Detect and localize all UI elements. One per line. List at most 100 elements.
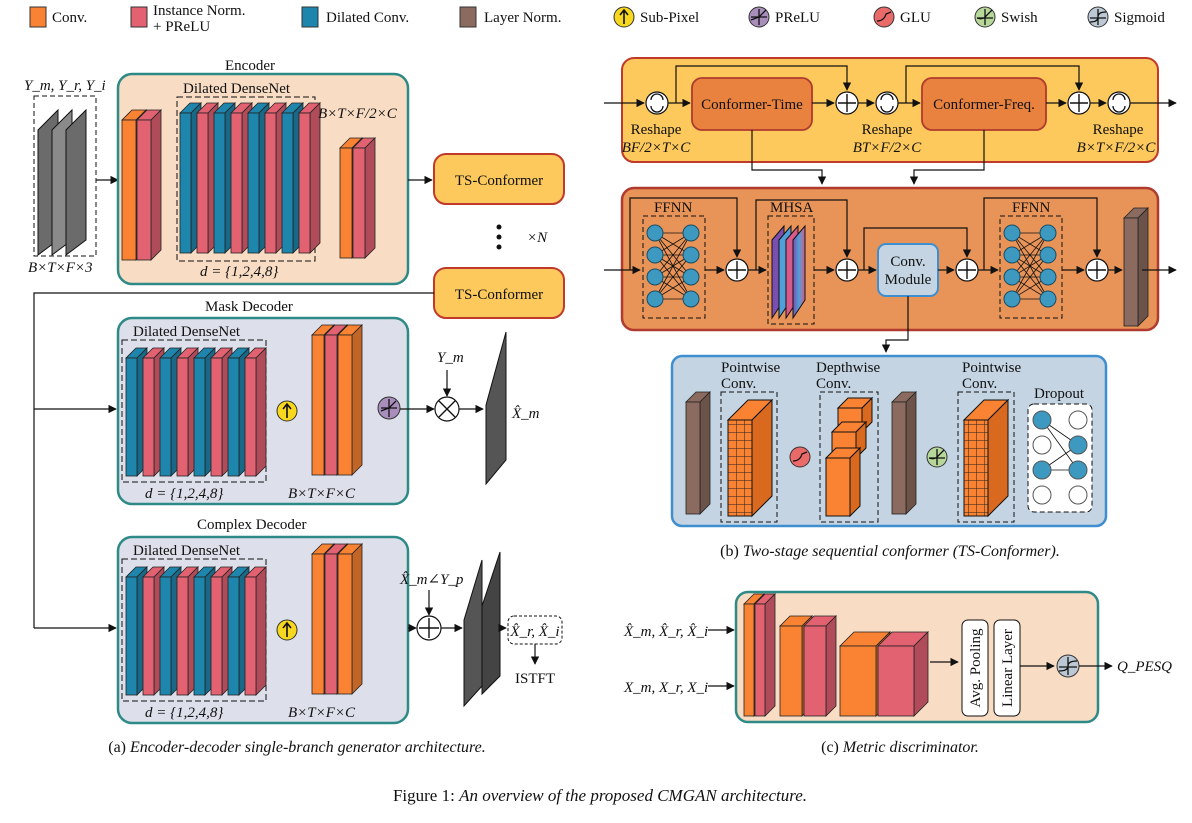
encoder-densenet-label: Dilated DenseNet: [183, 81, 291, 97]
mask-output-spectrogram: [485, 331, 507, 486]
complex-densenet-layers: [125, 566, 267, 696]
mask-dilation: d = {1,2,4,8}: [145, 486, 223, 502]
mhsa-heads: [771, 224, 806, 320]
disc-input-1: X̂_m, X̂_r, X̂_i: [623, 624, 708, 640]
complex-add-input: X̂_m∠Y_p: [399, 572, 464, 588]
swish-curve-icon: [926, 446, 948, 468]
dropout-network: [1032, 410, 1088, 505]
reshape-dims-3: B×T×F/2×C: [1077, 140, 1157, 156]
up-arrow-icon: [613, 6, 635, 28]
ffnn-box-1: [642, 215, 706, 319]
avg-pooling-label: Avg. Pooling: [968, 628, 984, 707]
complex-upsample-layers: [311, 543, 363, 695]
depthwise-box: [819, 391, 879, 523]
legend-prelu-label: PReLU: [775, 10, 820, 26]
conformer-freq-label: Conformer-Freq.: [933, 97, 1035, 113]
encoder-output-dims: B×T×F/2×C: [318, 106, 398, 122]
legend-glu-label: GLU: [900, 10, 931, 26]
encoder-title: Encoder: [225, 58, 275, 74]
legend-sigmoid-label: Sigmoid: [1114, 10, 1165, 26]
input-dims: B×T×F×3: [28, 260, 93, 276]
encoder-out-layers: [339, 137, 376, 259]
add-icon: [835, 258, 859, 282]
ffnn-label-1: FFNN: [654, 200, 693, 216]
panel-b-ts-conformer: Conformer-Time Conformer-Freq. Reshape B…: [604, 57, 1177, 560]
complex-decoder-title: Complex Decoder: [197, 517, 307, 533]
legend-instance-norm-label-1: Instance Norm.: [153, 3, 245, 19]
legend-instance-norm-label-2: + PReLU: [153, 19, 210, 35]
multiply-icon: [434, 396, 460, 422]
pointwise-conv-2: [962, 398, 1010, 518]
panel-a-generator: Y_m, Y_r, Y_i B×T×F×3 Encoder Dilated De…: [24, 58, 565, 756]
complex-densenet-label: Dilated DenseNet: [133, 543, 241, 559]
mask-decoder-title: Mask Decoder: [205, 299, 293, 315]
glu-curve-icon: [873, 6, 895, 28]
mask-output: X̂_m: [511, 406, 540, 422]
depthwise-label-b: Conv.: [816, 376, 851, 392]
pointwise-label-2b: Conv.: [962, 376, 997, 392]
depthwise-label-a: Depthwise: [816, 360, 880, 376]
ts-conformer-label-n: TS-Conformer: [455, 287, 543, 303]
complex-output: X̂_r, X̂_i: [509, 624, 559, 640]
prelu-curve-icon: [748, 6, 770, 28]
pointwise-conv-1: [726, 398, 774, 518]
repeat-label: ×N: [527, 230, 548, 246]
legend-dilated-conv-label: Dilated Conv.: [326, 10, 409, 26]
discriminator-layers: [743, 593, 929, 717]
encoder-layers: [121, 109, 162, 261]
conformer-time-label: Conformer-Time: [701, 97, 803, 113]
input-label: Y_m, Y_r, Y_i: [24, 78, 106, 94]
pointwise-label-2a: Pointwise: [962, 360, 1022, 376]
conv-module-layer-norm-2: [891, 391, 917, 515]
mask-densenet-label: Dilated DenseNet: [133, 324, 241, 340]
glu-curve-icon: [789, 446, 811, 468]
mask-dims: B×T×F×C: [288, 486, 356, 502]
ffnn-box-2: [999, 215, 1063, 319]
sigmoid-curve-icon: [1087, 6, 1109, 28]
pointwise-box-2: [957, 391, 1015, 523]
linear-layer-block: [993, 619, 1021, 717]
mask-densenet-layers: [125, 347, 267, 477]
caption-a: (a) Encoder-decoder single-branch genera…: [108, 739, 486, 756]
dropout-box: [1027, 403, 1093, 513]
ffnn-network-2: [1003, 224, 1057, 308]
input-dashed-box: [33, 95, 97, 257]
add-icon: [725, 258, 749, 282]
prelu-curve-icon: [377, 396, 401, 420]
encoder-dilation: d = {1,2,4,8}: [200, 264, 278, 280]
reshape-icon-3: [1107, 91, 1131, 115]
add-icon: [1085, 258, 1109, 282]
complex-dims: B×T×F×C: [288, 705, 356, 721]
legend-dilated-conv-swatch: [301, 6, 319, 28]
repeat-dots: [496, 224, 502, 250]
add-icon: [835, 91, 859, 115]
ffnn-label-2: FFNN: [1012, 200, 1051, 216]
ts-conformer-block-1: [433, 153, 565, 205]
istft-label: ISTFT: [515, 671, 555, 687]
sigmoid-curve-icon: [1056, 654, 1080, 678]
mask-upsample-layers: [311, 324, 363, 476]
complex-densenet-box: [121, 558, 267, 702]
input-spectrograms: [37, 108, 87, 256]
dropout-label: Dropout: [1034, 386, 1085, 402]
legend-sub-pixel-label: Sub-Pixel: [640, 10, 699, 26]
linear-layer-label: Linear Layer: [1000, 629, 1016, 707]
pointwise-label-1a: Pointwise: [721, 360, 781, 376]
up-arrow-icon: [276, 400, 298, 422]
encoder-densenet-layers: [179, 102, 321, 254]
legend-layer-norm-label: Layer Norm.: [484, 10, 561, 26]
caption-c: (c) Metric discriminator.: [821, 739, 979, 756]
conformer-layer-norm: [1123, 207, 1149, 327]
legend-conv-label: Conv.: [52, 10, 87, 26]
reshape-icon-1: [645, 91, 669, 115]
avg-pooling-block: [961, 619, 989, 717]
conv-module-label-1: Conv.: [890, 254, 925, 270]
add-icon: [955, 258, 979, 282]
caption-b: (b) Two-stage sequential conformer (TS-C…: [720, 543, 1060, 560]
legend-instance-norm-swatch: [130, 6, 148, 28]
conv-module-label-2: Module: [885, 272, 932, 288]
panel-c-discriminator: X̂_m, X̂_r, X̂_i X_m, X_r, X_i Avg. Pool…: [623, 590, 1172, 756]
conv-module-block: [877, 243, 939, 297]
legend-layer-norm-swatch: [459, 6, 477, 28]
